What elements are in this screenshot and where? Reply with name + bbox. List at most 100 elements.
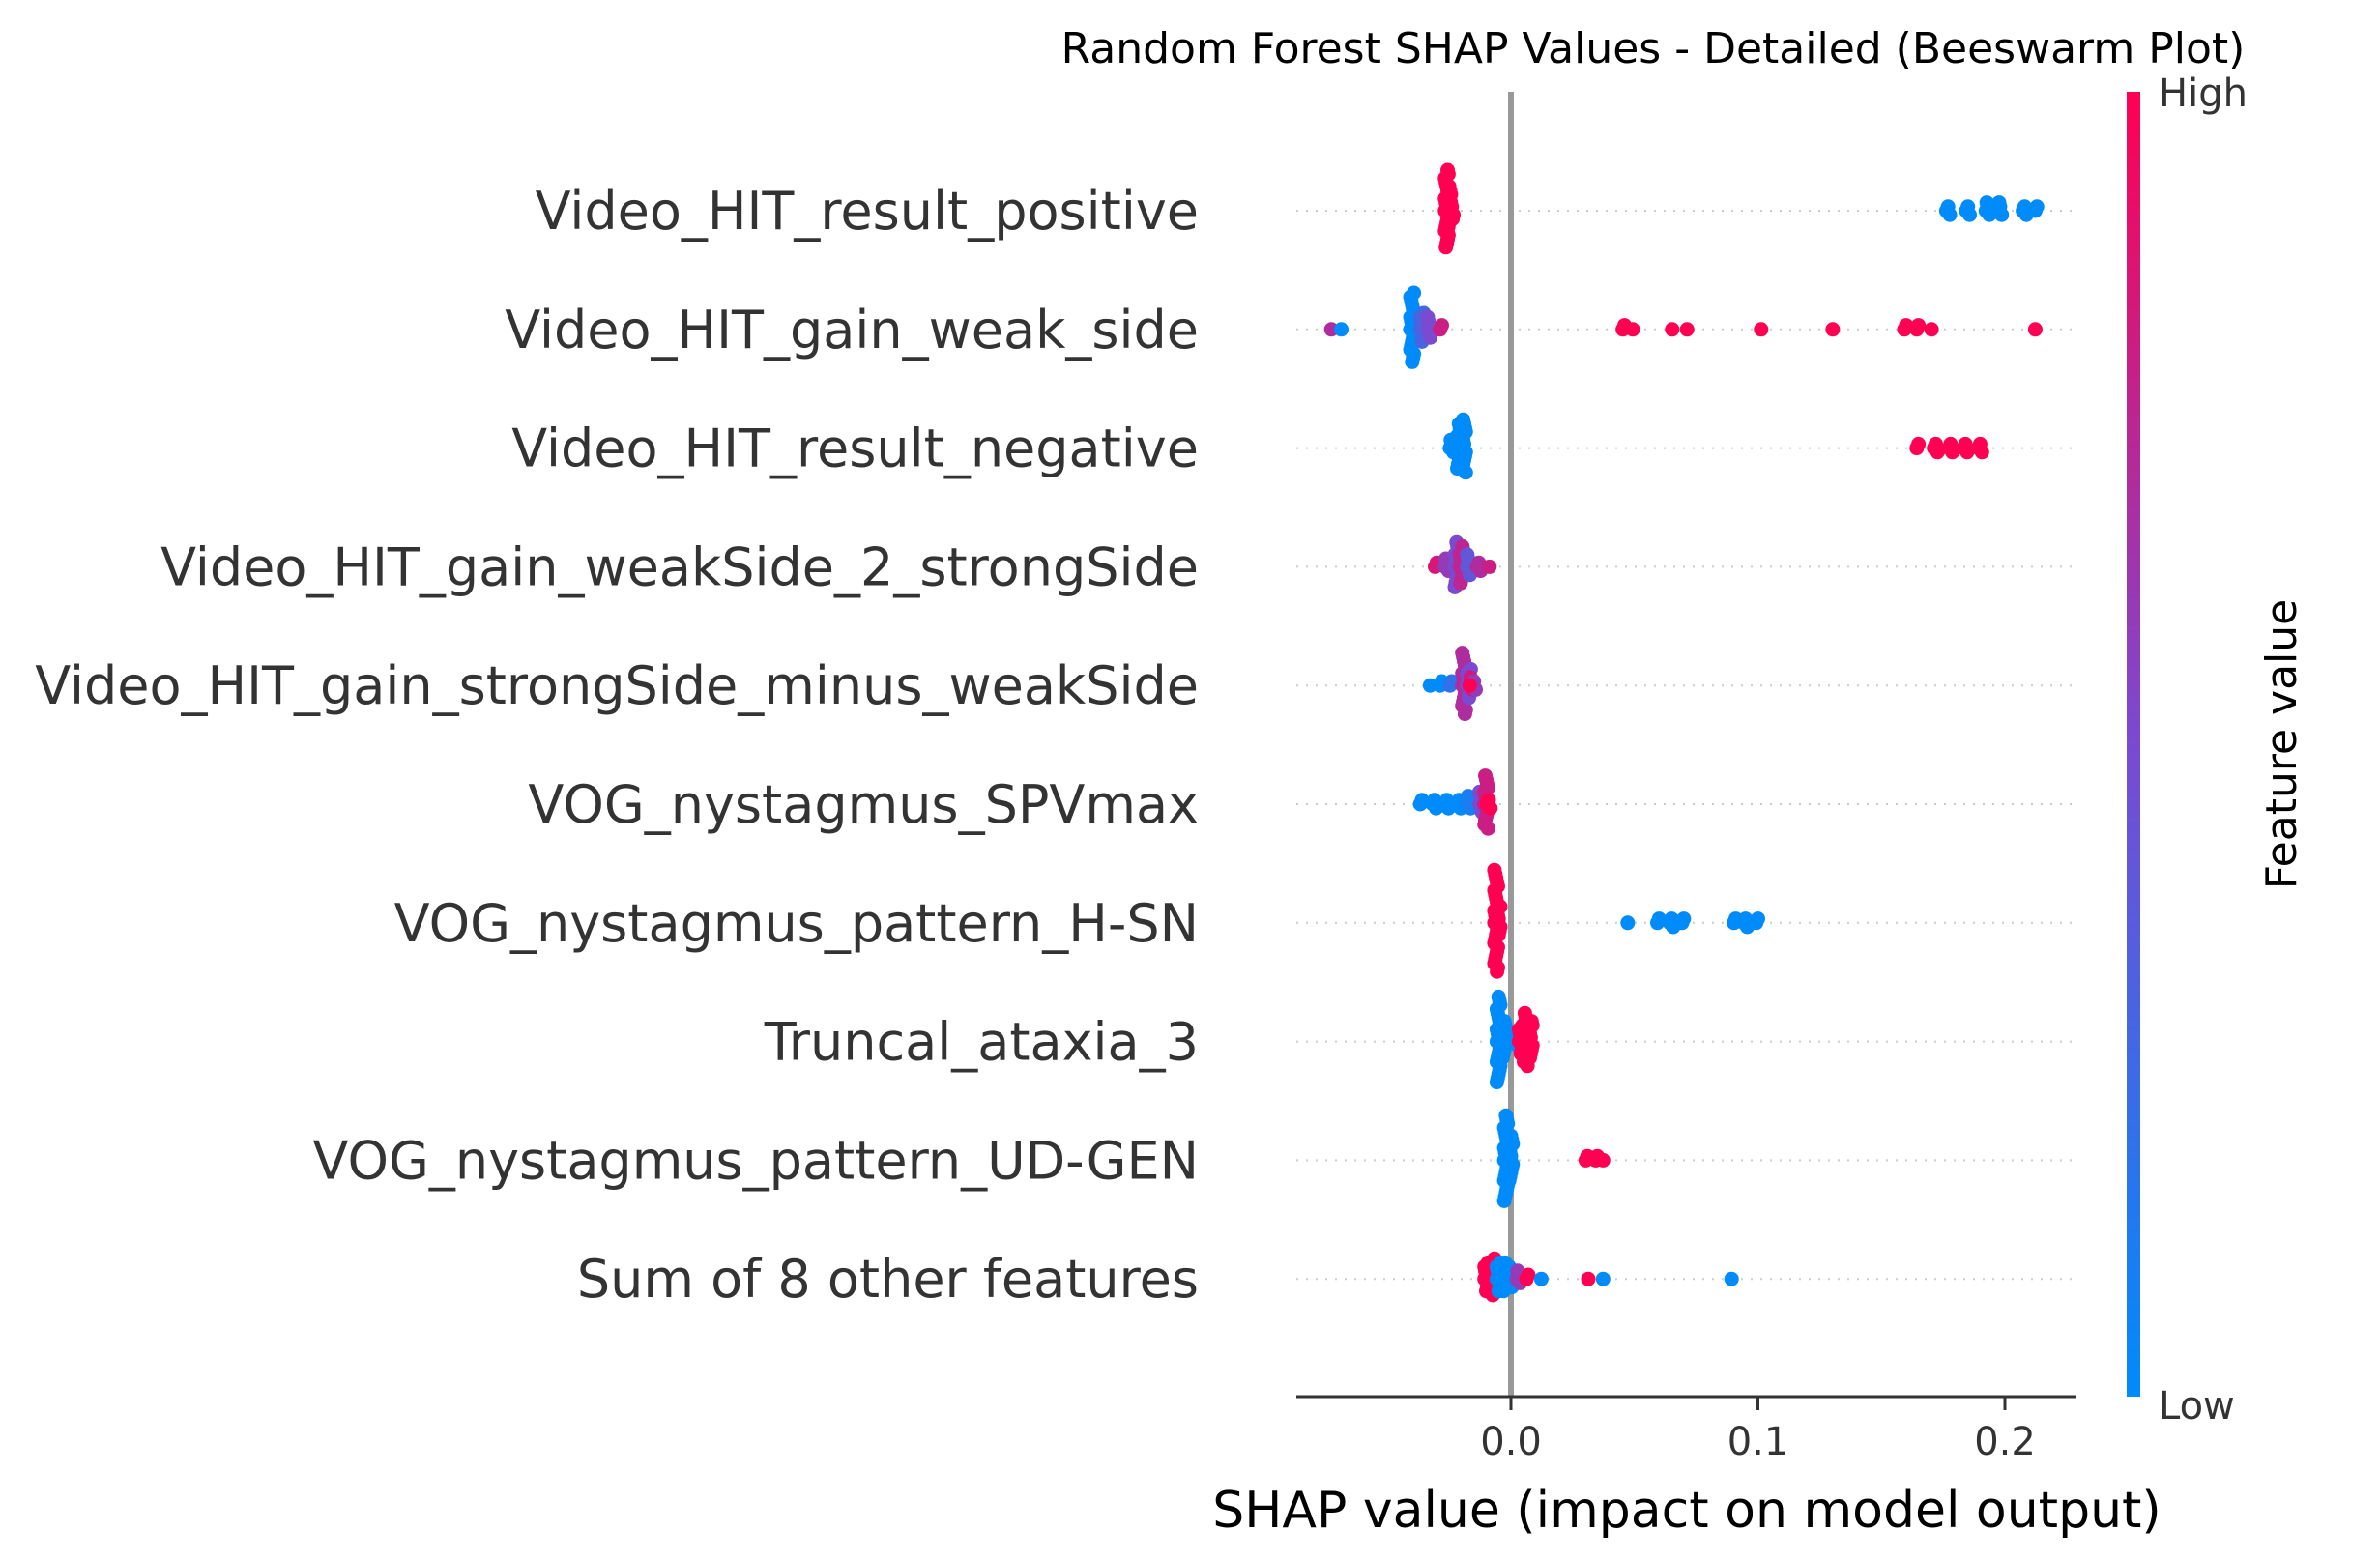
shap-point bbox=[1496, 1014, 1512, 1029]
shap-point bbox=[1679, 322, 1695, 337]
feature-label: Truncal_ataxia_3 bbox=[764, 1012, 1199, 1073]
shap-point bbox=[2027, 322, 2043, 337]
feature-row-points bbox=[1412, 768, 1498, 836]
shap-point bbox=[2029, 199, 2045, 215]
shap-point bbox=[1493, 899, 1508, 914]
colorbar-low-label: Low bbox=[2159, 1384, 2235, 1429]
shap-point bbox=[1754, 322, 1769, 337]
feature-row-points bbox=[1422, 646, 1483, 722]
feature-row-points bbox=[1323, 285, 2043, 369]
feature-label: Video_HIT_result_positive bbox=[536, 181, 1199, 242]
points-layer bbox=[1323, 162, 2045, 1303]
shap-point bbox=[1487, 862, 1502, 878]
shap-point bbox=[1496, 1193, 1512, 1208]
feature-row-points bbox=[1489, 989, 1540, 1090]
feature-label: Sum of 8 other features bbox=[577, 1249, 1199, 1310]
shap-point bbox=[1625, 322, 1640, 337]
shap-point bbox=[1533, 1271, 1549, 1286]
shap-point bbox=[1445, 211, 1461, 226]
shap-point bbox=[1991, 195, 2007, 211]
chart-title: Random Forest SHAP Values - Detailed (Be… bbox=[1061, 24, 2246, 73]
feature-row-points bbox=[1477, 1251, 1739, 1303]
row-guides bbox=[1296, 210, 2076, 1281]
shap-point bbox=[1460, 547, 1475, 563]
shap-point bbox=[1924, 322, 1939, 337]
shap-point bbox=[1423, 330, 1438, 345]
shap-point bbox=[1495, 1050, 1510, 1065]
shap-point bbox=[1489, 1075, 1504, 1090]
colorbar bbox=[2127, 92, 2140, 1397]
shap-point bbox=[1959, 445, 1975, 460]
colorbar-high-label: High bbox=[2159, 72, 2248, 116]
shap-point bbox=[1491, 989, 1506, 1004]
x-axis-title: SHAP value (impact on model output) bbox=[1212, 1482, 2161, 1540]
shap-point bbox=[1455, 646, 1470, 661]
shap-point bbox=[1962, 207, 1977, 222]
shap-point bbox=[1994, 207, 2010, 222]
shap-point bbox=[1911, 318, 1927, 333]
shap-point bbox=[1930, 445, 1945, 460]
shap-point bbox=[1676, 911, 1692, 927]
x-axis-ticks: 0.0 0.1 0.2 bbox=[1480, 1397, 2036, 1464]
shap-point bbox=[1461, 789, 1476, 804]
feature-row-points bbox=[1442, 412, 1989, 480]
shap-point bbox=[1490, 964, 1505, 979]
shap-point bbox=[1942, 207, 1958, 222]
feature-row-points bbox=[1496, 1108, 1611, 1208]
feature-row-points bbox=[1487, 862, 1765, 979]
shap-point bbox=[1581, 1271, 1596, 1286]
shap-point bbox=[1323, 322, 1339, 337]
feature-label: Video_HIT_gain_weakSide_2_strongSide bbox=[160, 536, 1199, 597]
shap-point bbox=[1974, 445, 1989, 460]
shap-point bbox=[1422, 678, 1437, 693]
feature-labels: Video_HIT_result_positive Video_HIT_gain_… bbox=[35, 181, 1199, 1310]
shap-point bbox=[1665, 322, 1680, 337]
x-tick-label: 0.2 bbox=[1974, 1420, 2036, 1464]
shap-point bbox=[1462, 678, 1477, 693]
shap-point bbox=[1405, 354, 1420, 369]
shap-point bbox=[1482, 559, 1497, 574]
shap-point bbox=[1911, 436, 1927, 451]
shap-point bbox=[1979, 195, 1994, 211]
shap-point bbox=[1435, 318, 1449, 333]
shap-point bbox=[1480, 821, 1495, 836]
x-tick-label: 0.1 bbox=[1727, 1420, 1789, 1464]
shap-point bbox=[1483, 800, 1498, 816]
feature-label: VOG_nystagmus_SPVmax bbox=[528, 774, 1199, 835]
shap-point bbox=[1595, 1271, 1611, 1286]
shap-point bbox=[1620, 915, 1636, 931]
shap-point bbox=[1334, 322, 1349, 337]
shap-point bbox=[1498, 1108, 1514, 1123]
shap-point bbox=[1456, 412, 1471, 427]
shap-point bbox=[1458, 465, 1473, 480]
feature-label: Video_HIT_gain_strongSide_minus_weakSide bbox=[35, 655, 1199, 716]
shap-point bbox=[1503, 1128, 1519, 1143]
shap-point bbox=[1501, 1172, 1517, 1188]
feature-label: Video_HIT_result_negative bbox=[511, 419, 1199, 479]
shap-point bbox=[1945, 445, 1960, 460]
shap-point bbox=[1523, 1050, 1537, 1065]
shap-point bbox=[1521, 1267, 1536, 1283]
feature-row-points bbox=[1428, 534, 1497, 594]
shap-point bbox=[1441, 179, 1457, 194]
shap-point bbox=[1407, 285, 1422, 301]
shap-point bbox=[1478, 768, 1493, 784]
colorbar-title: Feature value bbox=[2257, 599, 2307, 889]
feature-label: Video_HIT_gain_weak_side bbox=[505, 300, 1199, 361]
feature-label: VOG_nystagmus_pattern_H-SN bbox=[394, 893, 1199, 954]
feature-row-points bbox=[1437, 162, 2045, 255]
shap-point bbox=[1751, 911, 1765, 927]
feature-label: VOG_nystagmus_pattern_UD-GEN bbox=[313, 1130, 1200, 1191]
shap-point bbox=[1439, 223, 1455, 239]
shap-point bbox=[1438, 240, 1454, 255]
shap-point bbox=[1524, 1014, 1539, 1029]
shap-point bbox=[1491, 927, 1506, 942]
shap-point bbox=[1724, 1271, 1739, 1286]
shap-point bbox=[1825, 322, 1841, 337]
x-tick-label: 0.0 bbox=[1480, 1420, 1542, 1464]
shap-point bbox=[1420, 309, 1436, 325]
shap-point bbox=[1440, 162, 1455, 178]
shap-point bbox=[1595, 1152, 1611, 1168]
shap-point bbox=[1442, 190, 1458, 206]
